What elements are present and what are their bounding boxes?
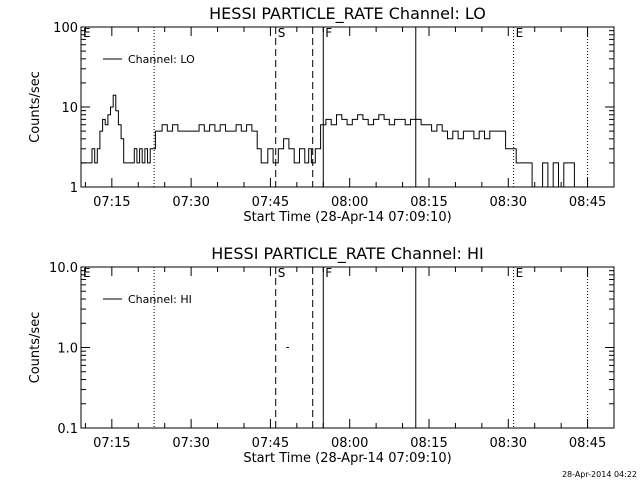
x-tick-label: 07:45: [252, 436, 289, 451]
marker-label: F: [325, 26, 332, 40]
legend-entry: Channel: HI: [128, 293, 192, 306]
chart-title: HESSI PARTICLE_RATE Channel: LO: [209, 4, 486, 24]
marker-label: S: [278, 266, 286, 280]
y-tick-label: 100: [53, 21, 78, 36]
legend: Channel: LO: [103, 53, 195, 66]
y-axis-label: Counts/sec: [28, 71, 43, 143]
marker-label: E: [83, 26, 91, 40]
marker-label: E: [516, 266, 524, 280]
marker-label: F: [325, 266, 332, 280]
x-tick-label: 08:45: [569, 195, 606, 210]
marker-label: E: [516, 26, 524, 40]
x-axis-label: Start Time (28-Apr-14 07:09:10): [243, 210, 451, 225]
y-tick-label: 1: [70, 181, 78, 196]
x-tick-label: 07:30: [172, 195, 209, 210]
y-tick-label: 0.1: [57, 422, 78, 437]
x-tick-label: 07:30: [172, 436, 209, 451]
plot-frame: [80, 266, 615, 429]
x-tick-label: 08:15: [410, 195, 447, 210]
y-tick-label: 10.0: [49, 261, 78, 276]
x-tick-label: 08:30: [490, 195, 527, 210]
legend: Channel: HI: [103, 293, 192, 306]
y-tick-label: 10: [61, 101, 78, 116]
y-tick-label: 1.0: [57, 342, 78, 357]
series-line: [81, 94, 588, 188]
x-tick-label: 07:15: [93, 436, 130, 451]
x-tick-label: 08:15: [410, 436, 447, 451]
chart-title: HESSI PARTICLE_RATE Channel: HI: [211, 244, 484, 264]
plot-frame: [80, 26, 615, 188]
x-tick-label: 07:45: [252, 195, 289, 210]
marker-label: S: [278, 26, 286, 40]
x-tick-label: 08:00: [331, 195, 368, 210]
hi-channel-chart: HESSI PARTICLE_RATE Channel: HI 0.1 1.0 10.…: [28, 244, 615, 466]
y-axis-label: Counts/sec: [28, 312, 43, 384]
marker-label: E: [83, 266, 91, 280]
legend-entry: Channel: LO: [128, 53, 195, 66]
lo-channel-chart: HESSI PARTICLE_RATE Channel: LO 1 10 100 07:…: [28, 4, 615, 225]
x-tick-label: 07:15: [93, 195, 130, 210]
timestamp-label: 28-Apr-2014 04:22: [562, 470, 637, 479]
x-tick-label: 08:45: [569, 436, 606, 451]
x-axis-label: Start Time (28-Apr-14 07:09:10): [243, 451, 451, 466]
x-tick-label: 08:00: [331, 436, 368, 451]
x-tick-label: 08:30: [490, 436, 527, 451]
